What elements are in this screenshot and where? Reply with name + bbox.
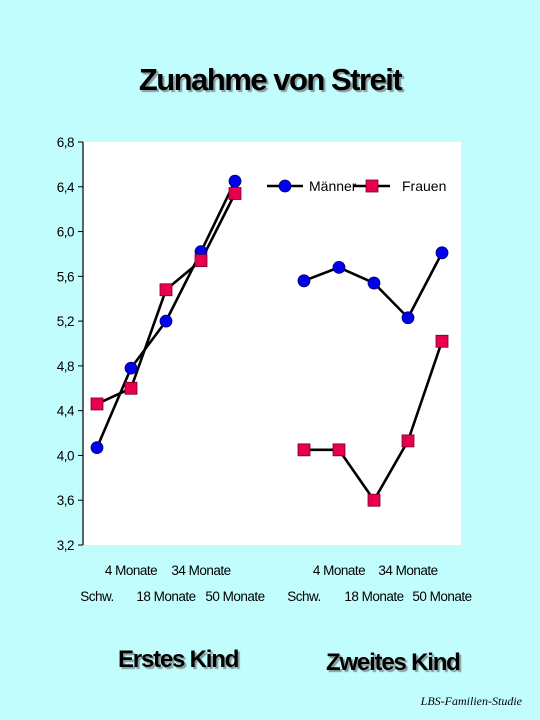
- y-tick-label: 6,0: [57, 225, 74, 240]
- y-tick-label: 6,4: [57, 180, 75, 195]
- y-tick-label: 3,6: [57, 493, 74, 508]
- data-point: [332, 260, 346, 274]
- data-point: [367, 493, 381, 507]
- x-tick-label: 34 Monate: [378, 563, 437, 578]
- y-tick-label: 4,4: [57, 404, 75, 419]
- footer-credit: LBS-Familien-Studie: [420, 694, 522, 708]
- legend-label: Männer: [309, 178, 357, 194]
- x-tick-label: Schw.: [80, 589, 114, 604]
- data-point: [159, 314, 173, 328]
- x-axis-ticks: Schw. 4 Monate 18 Monate 34 Monate 50 Monate…: [80, 563, 472, 604]
- data-point: [401, 434, 415, 448]
- series-layer: [90, 174, 449, 507]
- legend-marker: [278, 179, 292, 193]
- data-point: [124, 361, 138, 375]
- x-tick-label: 18 Monate: [344, 589, 403, 604]
- data-point: [297, 443, 311, 457]
- data-point: [194, 254, 208, 268]
- y-tick-label: 4,0: [57, 448, 74, 463]
- x-tick-label: 50 Monate: [205, 589, 264, 604]
- group-label-zweites-kind: Zweites Kind: [326, 649, 461, 676]
- y-axis-ticks: 6,8 6,4 6,0 5,6 5,2 4,8 4,4 4,0 3,6 3,2: [57, 135, 83, 553]
- x-tick-label: 18 Monate: [136, 589, 195, 604]
- data-point: [90, 441, 104, 455]
- page-title: Zunahme von Streit: [138, 62, 403, 97]
- y-tick-label: 6,8: [57, 135, 74, 150]
- y-tick-label: 4,8: [57, 359, 74, 374]
- data-point: [124, 381, 138, 395]
- x-tick-label: 4 Monate: [313, 563, 365, 578]
- data-point: [297, 274, 311, 288]
- y-tick-label: 3,2: [57, 538, 74, 553]
- data-point: [90, 397, 104, 411]
- data-point: [435, 246, 449, 260]
- legend-label: Frauen: [402, 178, 446, 194]
- data-point: [228, 174, 242, 188]
- plot-area: [83, 142, 461, 545]
- data-point: [435, 334, 449, 348]
- legend-marker: [365, 179, 379, 193]
- x-tick-label: 4 Monate: [105, 563, 157, 578]
- x-tick-label: 34 Monate: [171, 563, 230, 578]
- y-tick-label: 5,2: [57, 314, 74, 329]
- data-point: [401, 311, 415, 325]
- data-point: [228, 187, 242, 200]
- legend: Männer Frauen: [267, 178, 446, 194]
- y-tick-label: 5,6: [57, 269, 74, 284]
- data-point: [367, 276, 381, 290]
- data-point: [159, 283, 173, 297]
- data-point: [332, 443, 346, 457]
- group-label-erstes-kind: Erstes Kind: [118, 646, 239, 673]
- x-tick-label: Schw.: [287, 589, 321, 604]
- x-tick-label: 50 Monate: [412, 589, 471, 604]
